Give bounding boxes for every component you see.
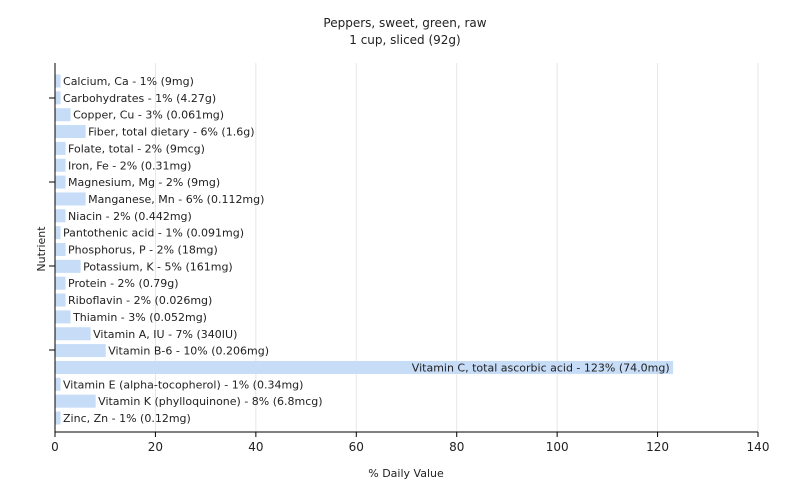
bar-18 <box>55 377 61 391</box>
bar-11 <box>55 259 81 273</box>
data-label-9: Pantothenic acid - 1% (0.091mg) <box>63 227 244 240</box>
bar-13 <box>55 293 66 307</box>
bar-3 <box>55 125 86 139</box>
data-label-13: Riboflavin - 2% (0.026mg) <box>68 294 212 307</box>
plot-area: Calcium, Ca - 1% (9mg) Carbohydrates - 1%… <box>49 63 769 454</box>
bar-12 <box>55 276 66 290</box>
bar-14 <box>55 310 71 324</box>
bar-1 <box>55 91 61 105</box>
x-tick-label-100: 100 <box>546 440 569 454</box>
x-axis-title: % Daily Value <box>368 467 444 480</box>
data-label-10: Phosphorus, P - 2% (18mg) <box>68 244 218 257</box>
bar-19 <box>55 394 96 408</box>
data-label-8: Niacin - 2% (0.442mg) <box>68 210 192 223</box>
data-label-18: Vitamin E (alpha-tocopherol) - 1% (0.34m… <box>63 378 303 391</box>
bar-8 <box>55 209 66 223</box>
data-label-15: Vitamin A, IU - 7% (340IU) <box>93 328 237 341</box>
data-label-3: Fiber, total dietary - 6% (1.6g) <box>88 126 254 139</box>
data-label-17: Vitamin C, total ascorbic acid - 123% (7… <box>412 361 670 374</box>
bar-5 <box>55 158 66 172</box>
bar-4 <box>55 141 66 155</box>
data-label-0: Calcium, Ca - 1% (9mg) <box>63 75 194 88</box>
bar-15 <box>55 327 91 341</box>
data-label-4: Folate, total - 2% (9mcg) <box>68 142 205 155</box>
bar-9 <box>55 226 61 240</box>
bar-10 <box>55 243 66 256</box>
data-label-20: Zinc, Zn - 1% (0.12mg) <box>63 412 191 425</box>
data-label-5: Iron, Fe - 2% (0.31mg) <box>68 159 191 172</box>
x-tick-label-120: 120 <box>646 440 669 454</box>
data-label-6: Magnesium, Mg - 2% (9mg) <box>68 176 220 189</box>
bar-20 <box>55 411 61 425</box>
data-label-7: Manganese, Mn - 6% (0.112mg) <box>88 193 264 206</box>
x-tick-label-0: 0 <box>51 440 59 454</box>
bar-16 <box>55 344 106 358</box>
y-axis-title: Nutrient <box>35 226 48 272</box>
bar-0 <box>55 74 61 88</box>
chart-title: Peppers, sweet, green, raw <box>323 16 486 30</box>
x-tick-label-20: 20 <box>148 440 163 454</box>
data-label-11: Potassium, K - 5% (161mg) <box>83 260 233 273</box>
x-tick-label-40: 40 <box>248 440 263 454</box>
chart-subtitle: 1 cup, sliced (92g) <box>349 33 460 47</box>
bar-7 <box>55 192 86 206</box>
data-label-2: Copper, Cu - 3% (0.061mg) <box>73 109 224 122</box>
bar-17 <box>55 360 674 374</box>
bar-6 <box>55 175 66 189</box>
x-tick-label-140: 140 <box>747 440 770 454</box>
data-label-12: Protein - 2% (0.79g) <box>68 277 179 290</box>
data-label-1: Carbohydrates - 1% (4.27g) <box>63 92 216 105</box>
bar-2 <box>55 108 71 122</box>
data-label-14: Thiamin - 3% (0.052mg) <box>72 311 207 324</box>
x-tick-label-60: 60 <box>349 440 364 454</box>
data-label-19: Vitamin K (phylloquinone) - 8% (6.8mcg) <box>98 395 322 408</box>
data-label-16: Vitamin B-6 - 10% (0.206mg) <box>108 345 269 358</box>
x-tick-label-80: 80 <box>449 440 464 454</box>
